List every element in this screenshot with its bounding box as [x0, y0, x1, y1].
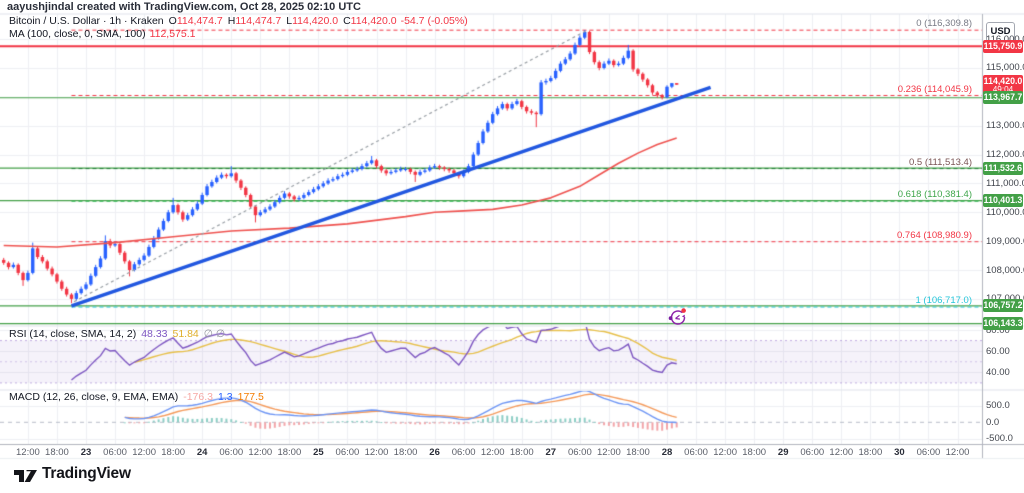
- price-axis-tick: 115,000.0: [986, 62, 1024, 74]
- price-axis-tick: 107,000.0: [986, 293, 1024, 304]
- price-axis-tick: 112,000.0: [986, 149, 1024, 161]
- fib-level-label: 1 (106,717.0): [915, 295, 972, 307]
- time-axis-tick: 23: [80, 447, 92, 458]
- time-axis-tick: 26: [429, 447, 440, 458]
- price-axis-tick: 108,000.0: [986, 264, 1024, 276]
- time-axis-tick: 24: [196, 447, 208, 458]
- time-axis-tick: 12:00: [132, 447, 156, 458]
- macd-signal-value: 177.5: [237, 391, 264, 403]
- price-axis-tick: 116,000.0: [986, 34, 1024, 45]
- price-badge: 110,401.3: [983, 194, 1023, 208]
- symbol-legend[interactable]: Bitcoin / U.S. Dollar · 1h · Kraken O114,…: [9, 15, 468, 27]
- price-badge: 115,750.9: [983, 39, 1023, 53]
- price-axis-tick: 109,000.0: [986, 235, 1024, 247]
- time-axis-tick: 27: [545, 447, 557, 458]
- fib-level-label: 0 (116,309.8): [916, 18, 972, 30]
- close-label: C: [343, 15, 351, 27]
- time-axis-tick: 06:00: [103, 447, 127, 458]
- time-axis-tick: 12:00: [248, 447, 273, 458]
- time-axis-tick: 18:00: [509, 447, 534, 458]
- high-label: H: [227, 15, 236, 27]
- time-axis-tick: 06:00: [684, 447, 708, 458]
- price-axis-tick: 111,000.0: [986, 177, 1024, 189]
- time-axis-tick: 06:00: [335, 447, 360, 458]
- fib-level-label: 0.618 (110,381.4): [897, 189, 972, 201]
- replay-bars-icon[interactable]: [666, 305, 690, 329]
- fib-level-label: 0.5 (111,513.4): [908, 156, 972, 168]
- time-axis-tick: 06:00: [916, 447, 941, 458]
- ma-value: 112,575.1: [149, 27, 196, 40]
- change-value: -54.7 (-0.05%): [400, 15, 468, 27]
- time-axis-tick: 18:00: [742, 447, 767, 458]
- rsi-value: 48.33: [141, 328, 168, 340]
- fib-level-label: 0.236 (114,045.9): [897, 83, 972, 95]
- low-label: L: [286, 15, 293, 27]
- time-axis-tick: 12:00: [713, 447, 737, 458]
- time-axis-tick: 29: [777, 447, 789, 458]
- time-axis-tick: 18:00: [45, 447, 69, 458]
- time-axis-tick: 30: [894, 447, 905, 458]
- price-axis-tick: 113,000.0: [986, 120, 1024, 132]
- time-axis-tick: 12:00: [480, 447, 505, 458]
- time-axis-tick: 06:00: [451, 447, 476, 458]
- time-axis-tick: 28: [661, 447, 673, 458]
- ma-title: MA (100, close, 0, SMA, 100): [9, 27, 146, 40]
- price-axis-tick: 110,000.0: [986, 206, 1024, 218]
- time-axis-tick: 12:00: [597, 447, 621, 458]
- open-value: 114,474.7: [176, 15, 223, 27]
- time-axis-tick: 18:00: [393, 447, 418, 458]
- time-axis-tick: 12:00: [16, 447, 40, 458]
- time-axis-tick: 18:00: [161, 447, 186, 458]
- macd-title: MACD (12, 26, close, 9, EMA, EMA): [9, 391, 179, 403]
- price-badge: 114,420.0 49:04: [983, 74, 1023, 95]
- rsi-title: RSI (14, close, SMA, 14, 2): [9, 328, 137, 340]
- rsi-empty-values: ∅ ∅: [203, 328, 225, 340]
- macd-axis-tick: -500.0: [986, 433, 1013, 445]
- rsi-ma-value: 51.84: [172, 328, 199, 340]
- rsi-legend[interactable]: RSI (14, close, SMA, 14, 2) 48.33 51.84 ∅ ∅: [9, 328, 225, 340]
- low-value: 114,420.0: [292, 15, 339, 27]
- price-badge: 113,967.7: [983, 91, 1023, 105]
- time-axis-tick: 12:00: [364, 447, 389, 458]
- rsi-axis-tick: 60.00: [986, 345, 1010, 357]
- price-badge: 106,757.2: [983, 299, 1023, 313]
- tradingview-logo-icon[interactable]: [13, 466, 38, 491]
- price-badge: 106,143.3: [983, 317, 1023, 331]
- time-axis-tick: 12:00: [829, 447, 854, 458]
- time-axis-tick: 18:00: [277, 447, 302, 458]
- macd-axis-tick: 0.0: [986, 416, 1000, 428]
- time-axis-tick: 25: [313, 447, 324, 458]
- macd-histogram-value: -176.3: [183, 391, 213, 403]
- attribution-text: aayushjindal created with TradingView.co…: [7, 1, 361, 13]
- high-value: 114,474.7: [235, 15, 282, 27]
- price-badge: 111,532.6: [983, 161, 1023, 175]
- tradingview-brand-text[interactable]: TradingView: [42, 465, 131, 482]
- time-axis-tick: 06:00: [567, 447, 592, 458]
- macd-axis-tick: 500.0: [986, 400, 1010, 412]
- ma-legend[interactable]: MA (100, close, 0, SMA, 100) 112,575.1: [9, 28, 196, 40]
- countdown-timer: 49:04: [992, 84, 1014, 94]
- time-axis-tick: 18:00: [858, 447, 883, 458]
- close-value: 114,420.0: [350, 15, 397, 27]
- symbol-title: Bitcoin / U.S. Dollar · 1h · Kraken: [9, 15, 164, 27]
- time-axis-tick: 06:00: [800, 447, 825, 458]
- open-label: O: [168, 15, 177, 27]
- time-axis-tick: 12:00: [945, 447, 970, 458]
- time-axis-tick: 18:00: [626, 447, 650, 458]
- macd-legend[interactable]: MACD (12, 26, close, 9, EMA, EMA) -176.3 1…: [9, 391, 264, 403]
- rsi-axis-tick: 40.00: [986, 366, 1010, 378]
- macd-line-value: 1.3: [218, 391, 233, 403]
- time-axis-tick: 06:00: [219, 447, 244, 458]
- fib-level-label: 0.764 (108,980.9): [896, 229, 972, 241]
